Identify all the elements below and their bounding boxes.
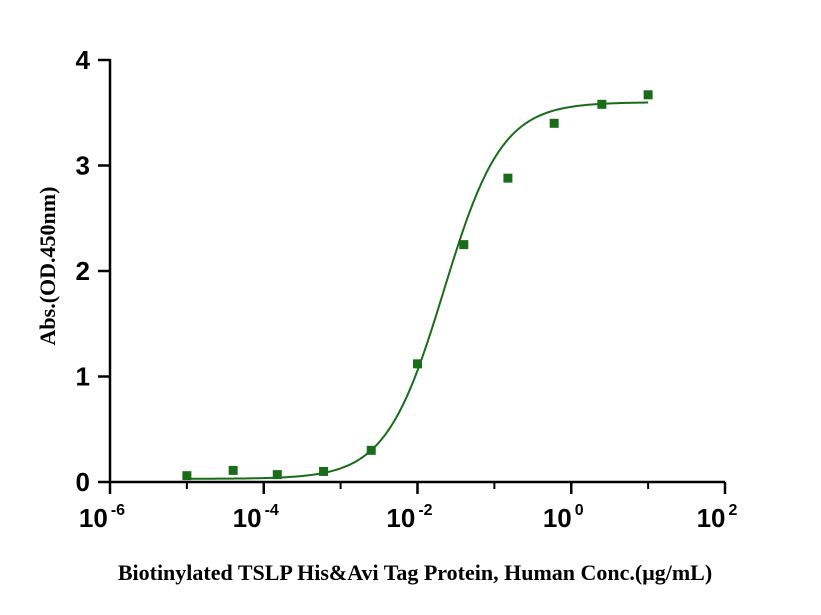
data-point [503, 173, 513, 183]
data-point [366, 445, 376, 455]
data-point [643, 90, 653, 100]
x-tick-label: 10 -2 [386, 502, 432, 533]
y-axis-title: Abs.(OD.450nm) [35, 187, 60, 346]
y-tick-label: 0 [76, 467, 90, 497]
y-tick-label: 3 [76, 151, 90, 181]
y-ticks: 0 1 2 3 4 [76, 45, 110, 497]
x-ticks: 10 -6 10 -4 10 -2 10 0 10 2 [79, 482, 738, 533]
x-tick-label: 10 -4 [233, 502, 279, 533]
x-tick-label: 10 -6 [79, 502, 125, 533]
data-point [413, 359, 422, 369]
data-point [319, 466, 329, 476]
data-point [459, 240, 469, 250]
axes [108, 59, 725, 484]
y-tick-label: 2 [76, 256, 90, 286]
y-tick-label: 4 [76, 45, 91, 75]
y-tick-label: 1 [76, 362, 90, 392]
fit-curve [186, 101, 649, 480]
x-tick-label: 10 2 [697, 502, 738, 533]
x-axis-title: Biotinylated TSLP His&Avi Tag Protein, H… [118, 560, 712, 585]
x-tick-label: 10 0 [543, 502, 584, 533]
data-point [597, 99, 607, 109]
data-point [182, 471, 192, 481]
data-points [182, 90, 653, 481]
data-point [272, 470, 282, 480]
data-point [549, 118, 559, 128]
data-point [228, 465, 238, 475]
